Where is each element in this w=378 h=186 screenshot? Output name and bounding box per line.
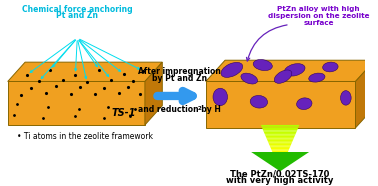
Polygon shape [266, 138, 294, 140]
Text: Chemical force anchoring: Chemical force anchoring [22, 4, 133, 14]
Ellipse shape [213, 88, 228, 106]
Ellipse shape [323, 62, 338, 72]
Text: The PtZn/0.02TS-170: The PtZn/0.02TS-170 [231, 170, 330, 179]
Text: by Pt and Zn: by Pt and Zn [152, 74, 207, 83]
Polygon shape [269, 144, 291, 145]
Text: PtZn alloy with high: PtZn alloy with high [277, 6, 360, 12]
Ellipse shape [297, 98, 312, 110]
Polygon shape [270, 145, 291, 147]
Text: 2: 2 [198, 106, 202, 111]
Polygon shape [271, 148, 290, 149]
Text: dispersion on the zeolite: dispersion on the zeolite [268, 13, 370, 19]
Polygon shape [271, 149, 289, 151]
Polygon shape [268, 141, 293, 142]
Polygon shape [272, 151, 288, 152]
Polygon shape [251, 152, 309, 171]
Polygon shape [265, 136, 295, 137]
Ellipse shape [309, 73, 325, 82]
Text: and reduction by H: and reduction by H [138, 105, 221, 114]
Polygon shape [267, 140, 293, 141]
Polygon shape [263, 129, 298, 130]
Polygon shape [270, 147, 290, 148]
Polygon shape [266, 137, 294, 138]
Polygon shape [261, 125, 299, 126]
Text: After impregnation: After impregnation [138, 67, 221, 76]
Ellipse shape [250, 95, 268, 108]
Polygon shape [8, 62, 162, 81]
Ellipse shape [241, 73, 257, 84]
Ellipse shape [253, 60, 272, 70]
Text: • Ti atoms in the zeolite framework: • Ti atoms in the zeolite framework [17, 132, 153, 141]
Polygon shape [265, 134, 296, 136]
Polygon shape [263, 130, 297, 132]
Polygon shape [206, 81, 355, 128]
Text: with very high activity: with very high activity [226, 176, 334, 185]
Ellipse shape [341, 91, 351, 105]
Polygon shape [262, 126, 299, 128]
Ellipse shape [284, 64, 305, 76]
Polygon shape [145, 62, 162, 125]
Text: surface: surface [304, 20, 334, 25]
Polygon shape [8, 81, 145, 125]
Polygon shape [355, 60, 375, 128]
Polygon shape [268, 142, 292, 144]
Text: TS-1: TS-1 [112, 108, 136, 118]
Ellipse shape [274, 70, 292, 83]
Polygon shape [264, 133, 296, 134]
Polygon shape [264, 132, 297, 133]
Ellipse shape [221, 62, 243, 77]
Polygon shape [262, 128, 298, 129]
Polygon shape [206, 60, 375, 81]
Text: Pt and Zn: Pt and Zn [56, 11, 98, 20]
